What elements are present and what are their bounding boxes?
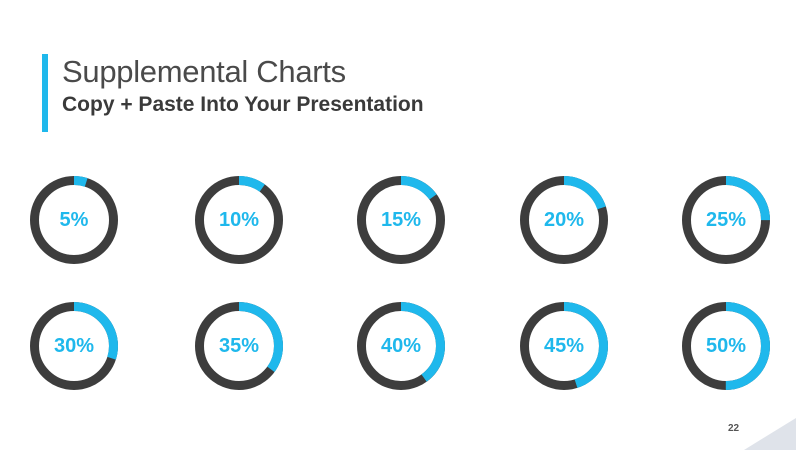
donut-value-arc xyxy=(520,302,608,390)
donut-svg xyxy=(682,176,770,264)
donut-chart-50: 50% xyxy=(680,300,772,392)
donut-svg xyxy=(682,302,770,390)
donut-value-arc xyxy=(682,302,770,390)
donut-value-arc xyxy=(195,302,283,390)
donut-value-arc xyxy=(30,176,118,264)
donut-svg xyxy=(195,176,283,264)
donut-svg xyxy=(357,176,445,264)
donut-value-arc xyxy=(30,302,118,390)
donut-value-arc xyxy=(357,176,445,264)
donut-chart-40: 40% xyxy=(355,300,447,392)
donut-value-label: 5% xyxy=(59,208,89,231)
page-corner-decoration xyxy=(744,418,796,450)
donut-value-label: 30% xyxy=(53,334,95,357)
donut-chart-45: 45% xyxy=(518,300,610,392)
donut-value-label: 15% xyxy=(380,208,422,231)
donut-chart-20: 20% xyxy=(518,174,610,266)
page-number: 22 xyxy=(728,423,740,434)
donut-svg xyxy=(30,176,118,264)
donut-value-arc xyxy=(357,302,445,390)
donut-value-label: 25% xyxy=(705,208,747,231)
title-accent-bar xyxy=(42,54,48,132)
donut-chart-30: 30% xyxy=(28,300,120,392)
donut-svg xyxy=(520,302,608,390)
donut-chart-35: 35% xyxy=(193,300,285,392)
donut-svg xyxy=(520,176,608,264)
donut-value-arc xyxy=(682,176,770,264)
donut-value-label: 35% xyxy=(218,334,260,357)
donut-chart-5: 5% xyxy=(28,174,120,266)
donut-value-label: 40% xyxy=(380,334,422,357)
donut-value-label: 50% xyxy=(705,334,747,357)
donut-svg xyxy=(357,302,445,390)
donut-value-label: 10% xyxy=(218,208,260,231)
donut-chart-25: 25% xyxy=(680,174,772,266)
donut-chart-10: 10% xyxy=(193,174,285,266)
slide-subtitle: Copy + Paste Into Your Presentation xyxy=(62,93,424,116)
donut-value-arc xyxy=(195,176,283,264)
donut-svg xyxy=(195,302,283,390)
donut-value-label: 20% xyxy=(543,208,585,231)
donut-value-arc xyxy=(520,176,608,264)
slide-title: Supplemental Charts xyxy=(62,54,346,89)
donut-svg xyxy=(30,302,118,390)
donut-chart-15: 15% xyxy=(355,174,447,266)
donut-value-label: 45% xyxy=(543,334,585,357)
